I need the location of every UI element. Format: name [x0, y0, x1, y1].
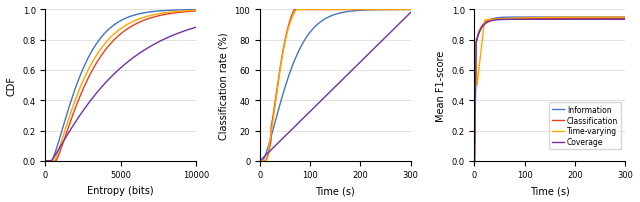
Time-varying: [535, 17, 543, 20]
Line: Classification: Classification: [474, 19, 625, 161]
Time-varying: [488, 19, 495, 21]
Coverage: [497, 19, 504, 22]
Classification: [497, 18, 504, 21]
Line: Information: Information: [474, 18, 625, 161]
Information: [618, 17, 626, 19]
Y-axis label: CDF: CDF: [7, 76, 17, 96]
Time-varying: [602, 17, 610, 19]
Coverage: [529, 19, 536, 21]
Time-varying: [470, 160, 478, 162]
Classification: [488, 19, 495, 22]
Coverage: [621, 19, 629, 21]
Classification: [470, 160, 478, 162]
Coverage: [488, 20, 495, 23]
Classification: [529, 18, 536, 21]
Classification: [621, 18, 629, 21]
X-axis label: Time (s): Time (s): [530, 185, 570, 195]
Time-varying: [618, 17, 626, 19]
Line: Time-varying: Time-varying: [474, 18, 625, 161]
Line: Coverage: Coverage: [474, 20, 625, 161]
Information: [535, 17, 543, 19]
Information: [602, 17, 610, 19]
Y-axis label: Mean F1-score: Mean F1-score: [436, 50, 446, 121]
Legend: Information, Classification, Time-varying, Coverage: Information, Classification, Time-varyin…: [549, 102, 621, 150]
Classification: [618, 18, 626, 21]
Information: [529, 17, 536, 19]
Information: [621, 17, 629, 19]
Time-varying: [497, 18, 504, 21]
Classification: [602, 18, 610, 21]
Information: [470, 160, 478, 162]
Coverage: [618, 19, 626, 21]
Time-varying: [529, 17, 536, 20]
Information: [488, 19, 495, 21]
Information: [497, 17, 504, 20]
X-axis label: Entropy (bits): Entropy (bits): [88, 185, 154, 195]
Y-axis label: Classification rate (%): Classification rate (%): [219, 32, 229, 139]
Coverage: [535, 19, 543, 21]
Time-varying: [621, 17, 629, 19]
Coverage: [470, 160, 478, 162]
Coverage: [602, 19, 610, 21]
X-axis label: Time (s): Time (s): [316, 185, 355, 195]
Classification: [535, 18, 543, 21]
